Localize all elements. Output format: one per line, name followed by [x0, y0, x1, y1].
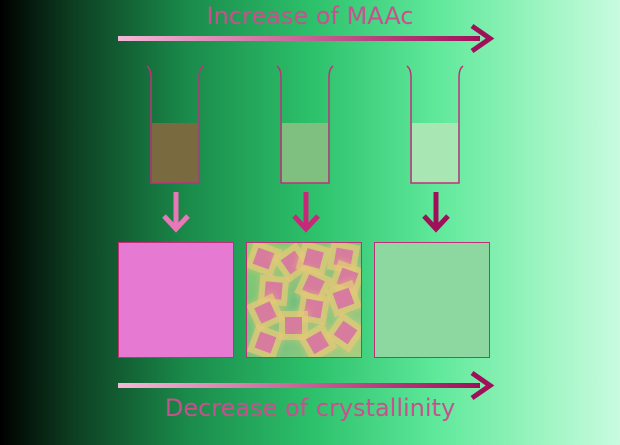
crystal	[336, 267, 359, 290]
crystal	[285, 317, 302, 334]
crystal	[332, 287, 355, 310]
crystal	[252, 247, 275, 270]
bottom-arrow	[118, 370, 495, 401]
beaker	[276, 65, 334, 185]
solution	[412, 123, 458, 183]
down-arrow-icon	[162, 192, 190, 233]
sample-amorphous	[118, 242, 234, 358]
top-label: Increase of MAAc	[206, 2, 414, 30]
crystal	[303, 298, 324, 319]
crystal	[254, 331, 277, 354]
sample-amorphous	[374, 242, 490, 358]
beaker	[146, 65, 204, 185]
down-arrow-icon	[422, 192, 450, 233]
crystal	[302, 274, 325, 297]
crystal	[303, 248, 324, 269]
solution	[152, 123, 198, 183]
crystal	[333, 247, 354, 268]
crystal	[264, 281, 283, 300]
down-arrow-icon	[292, 192, 320, 233]
crystal	[280, 250, 305, 275]
top-arrow	[118, 23, 495, 54]
beaker	[406, 65, 464, 185]
sample-crystalline	[246, 242, 362, 358]
crystal	[305, 330, 330, 355]
crystal	[254, 301, 277, 324]
solution	[282, 123, 328, 183]
crystal	[333, 320, 358, 345]
bottom-label: Decrease of crystallinity	[164, 394, 456, 422]
